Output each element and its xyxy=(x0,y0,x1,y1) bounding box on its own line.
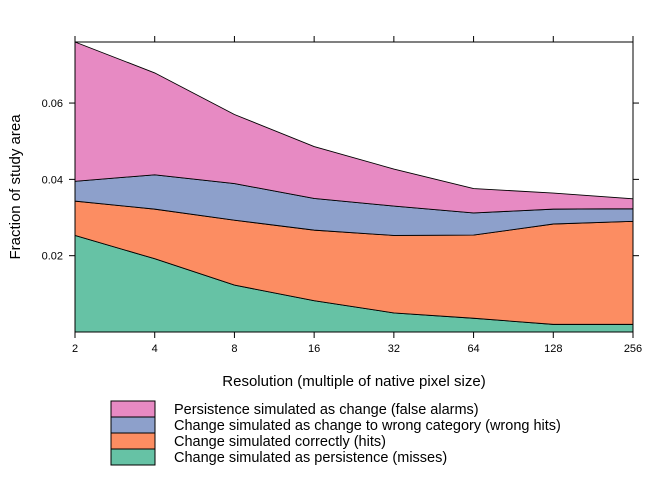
y-tick-label: 0.04 xyxy=(42,174,63,186)
legend-label: Persistence simulated as change (false a… xyxy=(174,402,479,418)
y-tick-label: 0.02 xyxy=(42,251,63,263)
legend-label: Change simulated as change to wrong cate… xyxy=(174,418,561,434)
legend-label: Change simulated as persistence (misses) xyxy=(174,450,447,466)
x-tick-label: 32 xyxy=(388,343,400,355)
y-axis-title: Fraction of study area xyxy=(7,114,24,260)
x-axis-title: Resolution (multiple of native pixel siz… xyxy=(222,373,485,390)
legend-swatch xyxy=(110,416,156,434)
legend-swatch xyxy=(110,432,156,450)
legend-label: Change simulated correctly (hits) xyxy=(174,434,386,450)
plot-frame xyxy=(74,41,634,333)
x-axis: 2 4 8 16 32 64 128 256 xyxy=(72,36,642,355)
y-tick-label: 0.06 xyxy=(42,98,63,110)
x-tick-label: 8 xyxy=(231,343,237,355)
y-axis: 0.02 0.04 0.06 xyxy=(42,98,639,263)
x-tick-label: 256 xyxy=(624,343,642,355)
x-tick-label: 4 xyxy=(152,343,158,355)
x-tick-label: 128 xyxy=(544,343,562,355)
legend: Persistence simulated as change (false a… xyxy=(110,400,561,466)
x-tick-label: 16 xyxy=(308,343,320,355)
x-tick-label: 64 xyxy=(467,343,479,355)
x-tick-label: 2 xyxy=(72,343,78,355)
area-layer xyxy=(74,41,634,333)
legend-swatch xyxy=(110,448,156,466)
legend-swatch xyxy=(110,400,156,418)
